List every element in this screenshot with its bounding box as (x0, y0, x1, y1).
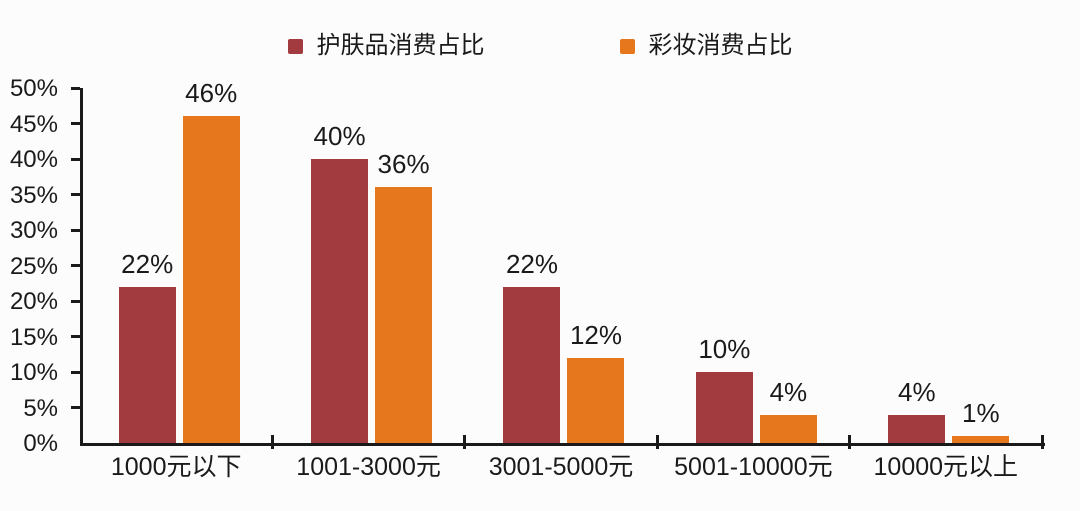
y-axis-tick-label: 5% (23, 394, 58, 422)
bar-value-label: 46% (185, 78, 238, 109)
x-axis-category-label: 10000元以上 (873, 453, 1019, 481)
x-axis-tick-mark (1040, 435, 1044, 449)
bar-value-label: 12% (569, 319, 622, 350)
x-axis-tick-mark (463, 435, 467, 449)
y-axis-tick-mark (71, 86, 80, 90)
bar-makeup (759, 414, 817, 443)
legend-item: 彩妆消费占比 (619, 32, 793, 59)
x-axis-category-label: 1001-3000元 (296, 453, 441, 481)
legend-swatch-icon (619, 38, 635, 54)
bar-value-label: 4% (769, 376, 808, 407)
bar-group: 22% 46% (83, 80, 275, 443)
bar-value-label: 1% (961, 397, 1000, 428)
bar-group: 22% 12% (468, 88, 660, 443)
x-axis-tick-mark (270, 435, 274, 449)
y-axis-tick-label: 20% (9, 288, 58, 315)
y-axis-tick-label: 40% (9, 146, 58, 173)
x-axis-tick-mark (655, 435, 659, 449)
legend-item: 护肤品消费占比 (287, 32, 485, 59)
legend-label: 彩妆消费占比 (648, 32, 793, 59)
bar-skincare (695, 372, 753, 443)
y-axis-tick-label: 15% (9, 323, 58, 351)
y-axis-tick-mark (71, 122, 80, 125)
y-axis-tick-mark (71, 228, 80, 232)
x-axis-category-label: 5001-10000元 (674, 453, 833, 481)
bar-skincare (118, 286, 176, 443)
y-axis-tick-label: 30% (9, 217, 58, 244)
chart-legend: 护肤品消费占比 彩妆消费占比 (0, 34, 1080, 58)
y-axis-tick-label: 0% (23, 430, 58, 457)
y-axis-tick-mark (71, 406, 80, 409)
y-axis-tick-label: 50% (9, 75, 58, 102)
y-axis-tick-mark (71, 193, 80, 196)
bar-makeup (567, 357, 625, 443)
bar-makeup (375, 187, 433, 443)
bar-makeup (182, 116, 240, 443)
bar-skincare (503, 286, 561, 443)
bar-value-label: 10% (698, 334, 751, 364)
x-axis-tick-mark (848, 435, 852, 449)
bar-value-label: 22% (121, 248, 174, 279)
bar-value-label: 4% (897, 376, 936, 407)
bar-value-label: 22% (505, 248, 558, 279)
bar-makeup (952, 435, 1010, 443)
bar-value-label: 36% (377, 149, 430, 180)
bar-group: 40% 36% (275, 88, 467, 443)
legend-swatch-icon (287, 38, 303, 54)
y-axis-tick-mark (71, 370, 80, 374)
bar-group: 4% 1% (853, 88, 1045, 443)
y-axis-tick-mark (71, 157, 80, 161)
bar-skincare (888, 414, 946, 443)
y-axis-tick-mark (71, 335, 80, 338)
y-axis-tick-mark (71, 264, 80, 267)
bar-value-label: 40% (313, 121, 366, 151)
y-axis-tick-label: 35% (9, 181, 58, 209)
legend-label: 护肤品消费占比 (316, 32, 485, 59)
x-axis-category-label: 3001-5000元 (488, 453, 634, 481)
y-axis-tick-label: 25% (9, 252, 58, 280)
bar-skincare (311, 159, 369, 443)
y-axis-tick-mark (71, 299, 80, 303)
bar-group: 10% 4% (660, 88, 852, 443)
plot-area: 22% 46% 40% 36% 22% 12% 10% 4% 4% 1% (80, 80, 1045, 446)
y-axis-tick-label: 45% (9, 110, 58, 138)
x-axis-category-label: 1000元以下 (110, 453, 242, 481)
y-axis-tick-label: 10% (9, 359, 58, 386)
